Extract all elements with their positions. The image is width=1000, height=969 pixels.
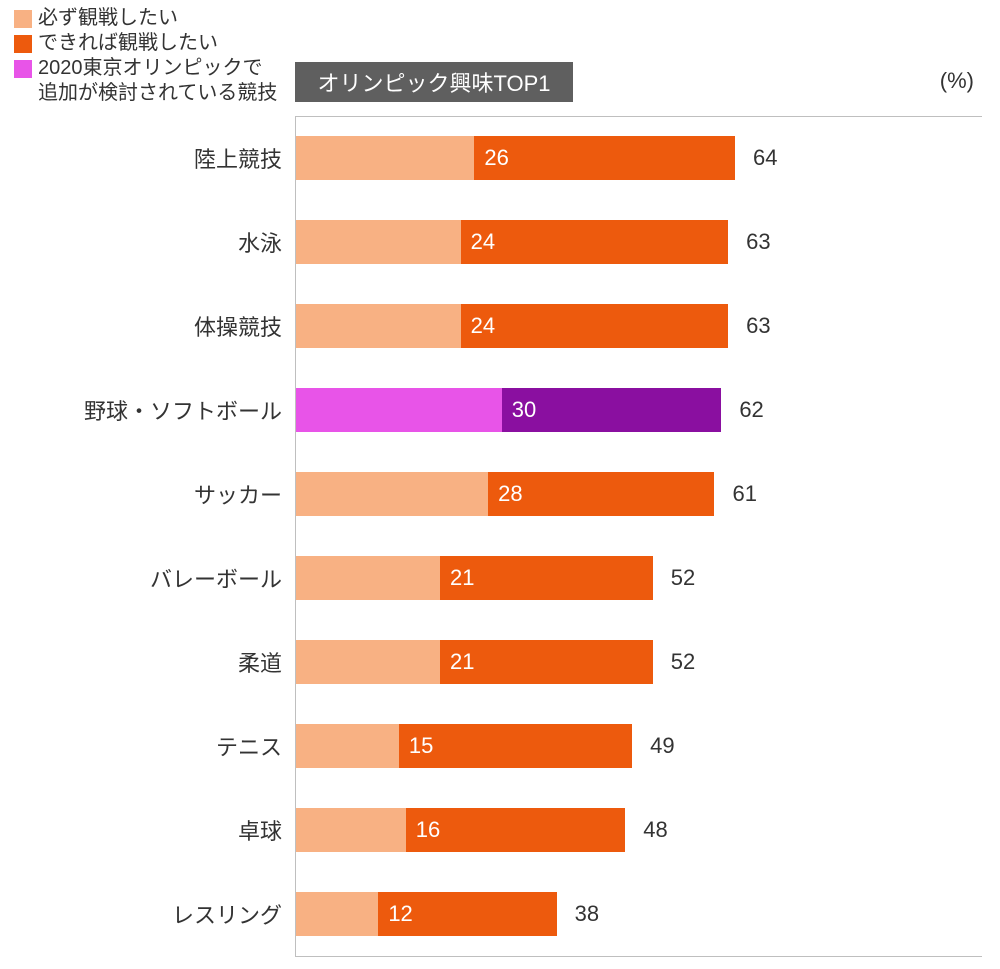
bar-segment-2: [474, 136, 735, 180]
bar-track: 1549: [296, 724, 982, 768]
chart-row: 体操競技 24 63: [0, 284, 1000, 368]
segment-value-label: 21: [440, 640, 474, 684]
category-label: 卓球: [0, 814, 282, 846]
unit-label: (%): [940, 68, 974, 94]
total-value-label: 52: [653, 556, 695, 600]
category-label: レスリング: [0, 898, 282, 930]
category-label: 体操競技: [0, 310, 282, 342]
bar-track: 28 61: [296, 472, 982, 516]
bar-track: 26 64: [296, 136, 982, 180]
chart-row: サッカー 28 61: [0, 452, 1000, 536]
bar-track: 21 52: [296, 640, 982, 684]
segment-value-label: 12: [378, 892, 412, 936]
category-label: バレーボール: [0, 562, 282, 594]
total-value-label: 49: [632, 724, 674, 768]
segment-value-label: 16: [406, 808, 440, 852]
segment-value-label: 15: [399, 724, 433, 768]
category-label: 水泳: [0, 226, 282, 258]
total-value-label: 38: [557, 892, 599, 936]
chart-legend: 必ず観戦したい できれば観戦したい 2020東京オリンピックで 追加が検討されて…: [14, 6, 277, 106]
total-value-label: 63: [728, 220, 770, 264]
segment-value-label: 24: [461, 220, 495, 264]
chart-row: テニス1549: [0, 704, 1000, 788]
category-label: 柔道: [0, 646, 282, 678]
total-value-label: 64: [735, 136, 777, 180]
total-value-label: 61: [714, 472, 756, 516]
bar-segment-1: [296, 136, 474, 180]
bar-track: 24 63: [296, 304, 982, 348]
total-value-label: 52: [653, 640, 695, 684]
category-label: 陸上競技: [0, 142, 282, 174]
chart-row: 野球・ソフトボール 30 62: [0, 368, 1000, 452]
segment-value-label: 21: [440, 556, 474, 600]
bar-segment-1: [296, 892, 378, 936]
bar-track: 30 62: [296, 388, 982, 432]
legend-swatch-icon: [14, 35, 32, 53]
legend-label: できれば観戦したい: [38, 31, 218, 56]
chart-plot-region: 陸上競技 26 64 水泳 24 63 体操競技 24 63 野球・ソフトボール 30 62 サッカー 2…: [0, 116, 1000, 956]
bar-track: 24 63: [296, 220, 982, 264]
total-value-label: 63: [728, 304, 770, 348]
bar-track: 21 52: [296, 556, 982, 600]
chart-title: オリンピック興味TOP1: [295, 62, 573, 102]
category-label: テニス: [0, 730, 282, 762]
legend-item: 必ず観戦したい: [14, 6, 277, 31]
segment-value-label: 28: [488, 472, 522, 516]
bar-segment-1: [296, 640, 440, 684]
segment-value-label: 30: [502, 388, 536, 432]
bar-segment-1: [296, 472, 488, 516]
bar-track: 12 38: [296, 892, 982, 936]
bar-track: 1648: [296, 808, 982, 852]
bar-segment-1: [296, 724, 399, 768]
bar-segment-2: [399, 724, 632, 768]
chart-row: バレーボール 21 52: [0, 536, 1000, 620]
legend-item: できれば観戦したい: [14, 31, 277, 56]
category-label: サッカー: [0, 478, 282, 510]
total-value-label: 62: [721, 388, 763, 432]
bar-segment-2: [461, 220, 729, 264]
legend-item: 2020東京オリンピックで 追加が検討されている競技: [14, 56, 277, 106]
total-value-label: 48: [625, 808, 667, 852]
bar-segment-1: [296, 304, 461, 348]
chart-row: 陸上競技 26 64: [0, 116, 1000, 200]
legend-swatch-icon: [14, 60, 32, 78]
bar-segment-1: [296, 220, 461, 264]
chart-row: 柔道 21 52: [0, 620, 1000, 704]
legend-label: 2020東京オリンピックで 追加が検討されている競技: [38, 56, 277, 106]
plot-border: [295, 956, 982, 957]
chart-row: 卓球1648: [0, 788, 1000, 872]
bar-segment-2: [461, 304, 729, 348]
legend-label: 必ず観戦したい: [38, 6, 178, 31]
chart-row: レスリング 12 38: [0, 872, 1000, 956]
bar-segment-1: [296, 808, 406, 852]
segment-value-label: 24: [461, 304, 495, 348]
legend-swatch-icon: [14, 10, 32, 28]
chart-row: 水泳 24 63: [0, 200, 1000, 284]
bar-segment-1: [296, 556, 440, 600]
category-label: 野球・ソフトボール: [0, 394, 282, 426]
segment-value-label: 26: [474, 136, 508, 180]
bar-segment-1: [296, 388, 502, 432]
